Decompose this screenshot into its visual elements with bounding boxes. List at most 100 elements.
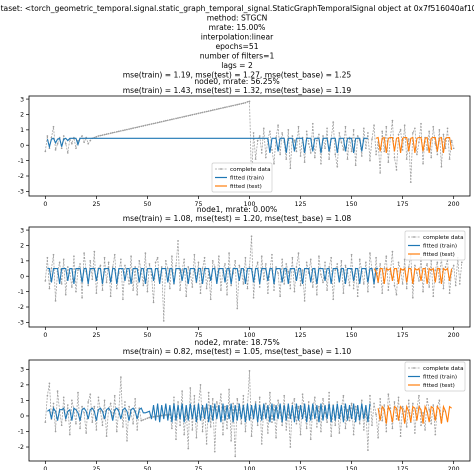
data-point (95, 429, 98, 431)
data-point (148, 416, 151, 419)
series-line-fitted-train (46, 137, 368, 153)
data-point (362, 127, 365, 130)
data-point (136, 126, 139, 129)
data-point (399, 435, 402, 437)
data-point (211, 397, 214, 400)
data-point (436, 153, 439, 156)
data-point (346, 408, 349, 411)
data-point (401, 405, 404, 408)
data-point (195, 436, 198, 439)
data-point (93, 405, 96, 408)
data-point (140, 419, 143, 422)
data-point (322, 281, 324, 284)
data-point (281, 258, 284, 261)
data-point (103, 399, 106, 402)
data-point (128, 405, 130, 408)
data-point (224, 106, 226, 109)
data-point (275, 436, 277, 439)
data-point (79, 263, 81, 265)
data-point (93, 250, 96, 253)
data-point (193, 113, 196, 116)
legend-marker (220, 168, 222, 170)
data-point (373, 286, 375, 288)
data-point (387, 393, 390, 396)
data-point (175, 117, 177, 120)
data-point (271, 253, 273, 256)
data-point (103, 133, 106, 136)
data-point (64, 419, 67, 422)
data-point (62, 396, 65, 399)
subplot-subtitle: mse(train) = 1.08, mse(test) = 1.20, mse… (123, 214, 352, 223)
data-point (395, 293, 398, 296)
data-point (269, 130, 271, 133)
legend-box (404, 230, 466, 261)
x-tick-label: 150 (346, 332, 358, 339)
data-point (218, 107, 220, 110)
data-point (301, 269, 304, 271)
y-tick-label: -2 (18, 173, 24, 180)
data-point (289, 167, 292, 170)
subplot-subtitle: mse(train) = 1.43, mse(test) = 1.32, mse… (123, 86, 352, 95)
data-point (332, 298, 335, 301)
data-point (313, 396, 316, 399)
data-point (54, 430, 57, 433)
data-point (401, 283, 404, 285)
data-point (389, 407, 392, 410)
data-point (226, 106, 228, 108)
data-point (146, 290, 149, 293)
data-point (87, 401, 90, 403)
data-point (414, 264, 416, 267)
data-point (393, 156, 396, 159)
data-point (373, 402, 375, 405)
legend-box (211, 162, 273, 193)
data-point (160, 414, 163, 417)
data-point (207, 110, 210, 112)
data-point (87, 284, 90, 287)
legend-label: complete data (230, 167, 271, 173)
data-point (185, 115, 188, 118)
data-point (189, 387, 192, 389)
x-tick-label: 175 (397, 332, 409, 339)
data-point (154, 122, 157, 124)
data-point (60, 147, 63, 150)
legend-label: fitted (train) (423, 244, 457, 250)
data-point (250, 435, 253, 437)
x-tick-label: 50 (143, 201, 151, 208)
data-point (305, 261, 308, 264)
data-point (420, 424, 422, 427)
data-point (203, 407, 206, 410)
data-point (166, 119, 169, 122)
data-point (293, 139, 296, 142)
data-point (222, 433, 224, 436)
y-tick-label: 3 (20, 367, 24, 374)
data-point (138, 407, 141, 410)
legend-label: fitted (train) (423, 375, 457, 381)
data-point (411, 132, 414, 134)
data-point (438, 399, 441, 402)
data-point (50, 136, 53, 139)
data-point (64, 293, 67, 296)
data-point (95, 135, 98, 138)
x-tick-label: 25 (92, 201, 100, 208)
data-point (226, 293, 228, 296)
data-point (46, 135, 49, 137)
data-point (232, 402, 235, 405)
y-tick-label: 0 (20, 142, 24, 149)
data-point (397, 396, 400, 399)
data-point (320, 273, 322, 276)
data-point (242, 102, 245, 105)
data-point (354, 405, 357, 408)
x-tick-label: 150 (346, 201, 358, 208)
data-point (132, 289, 134, 291)
data-point (246, 100, 249, 103)
data-point (252, 132, 255, 134)
data-point (156, 256, 159, 259)
data-point (124, 401, 126, 403)
data-point (299, 155, 302, 157)
data-point (209, 109, 212, 112)
data-point (54, 299, 57, 302)
legend-label: fitted (test) (423, 252, 455, 258)
data-point (264, 263, 267, 265)
data-point (326, 421, 328, 424)
data-point (115, 430, 118, 433)
